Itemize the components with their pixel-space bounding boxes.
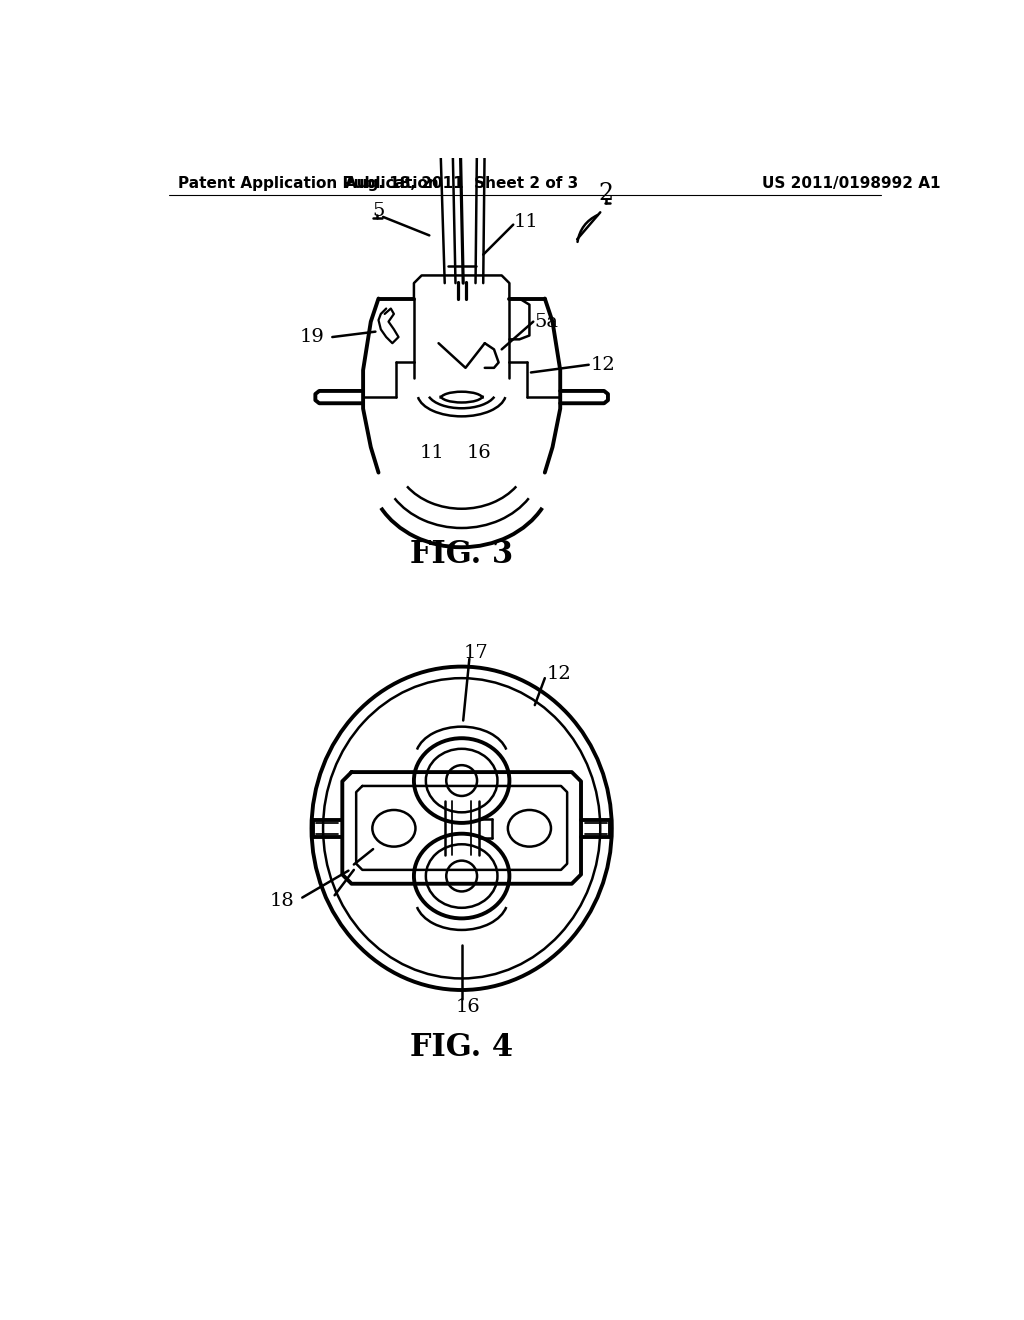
Text: 19: 19 bbox=[300, 329, 325, 346]
Text: US 2011/0198992 A1: US 2011/0198992 A1 bbox=[762, 176, 940, 190]
Text: 2: 2 bbox=[599, 182, 614, 205]
Text: 18: 18 bbox=[269, 892, 295, 911]
Text: 5a: 5a bbox=[535, 313, 559, 330]
Text: FIG. 4: FIG. 4 bbox=[410, 1032, 513, 1063]
Text: 16: 16 bbox=[466, 444, 490, 462]
Text: 17: 17 bbox=[463, 644, 487, 661]
Text: 12: 12 bbox=[547, 665, 571, 684]
Text: 12: 12 bbox=[591, 356, 615, 374]
Text: 11: 11 bbox=[420, 444, 444, 462]
Text: FIG. 3: FIG. 3 bbox=[410, 540, 513, 570]
Text: Patent Application Publication: Patent Application Publication bbox=[178, 176, 439, 190]
Text: 16: 16 bbox=[456, 998, 480, 1016]
Text: Aug. 18, 2011  Sheet 2 of 3: Aug. 18, 2011 Sheet 2 of 3 bbox=[345, 176, 579, 190]
Text: 5: 5 bbox=[373, 202, 385, 219]
Text: 11: 11 bbox=[514, 213, 539, 231]
